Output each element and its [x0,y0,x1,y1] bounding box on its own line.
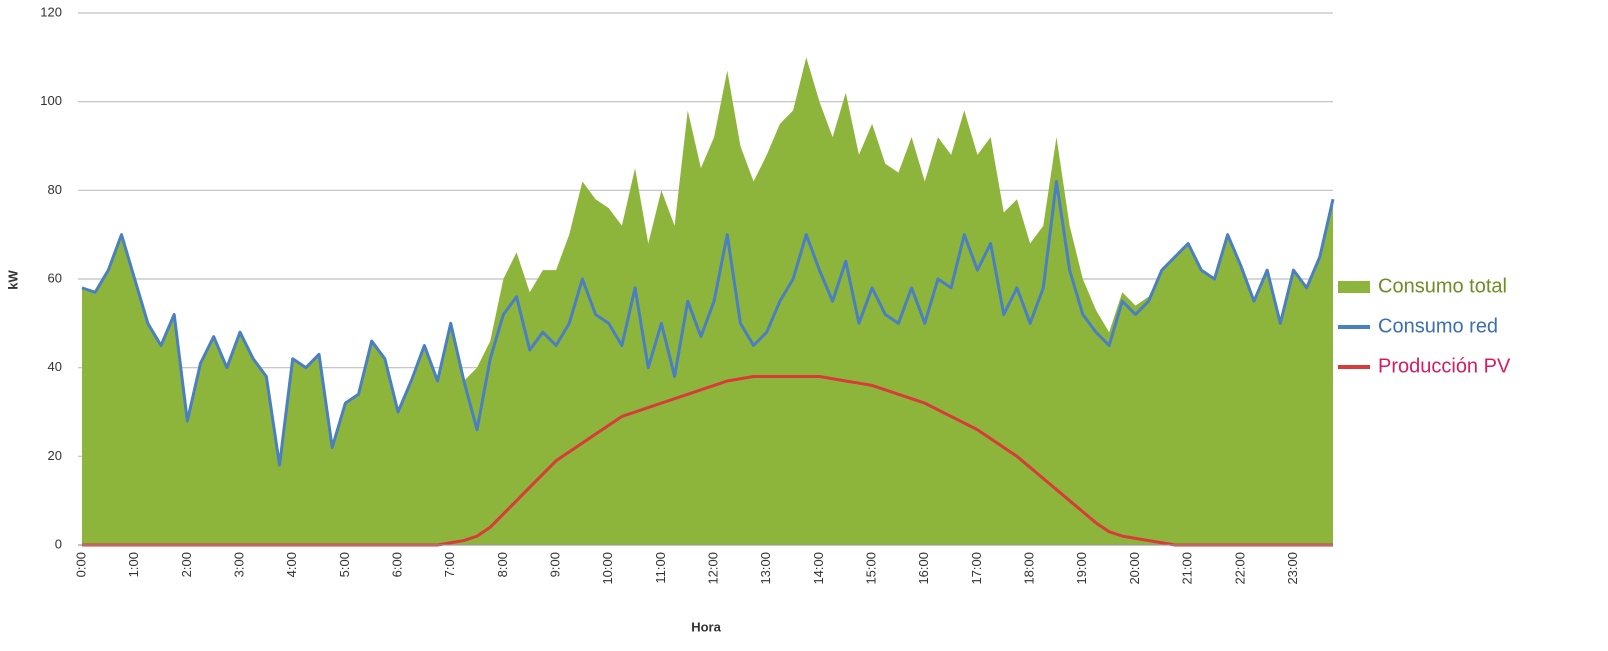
y-tick-label: 60 [48,270,62,285]
x-tick-label: 19:00 [1074,552,1089,585]
y-tick-label: 20 [48,448,62,463]
area [82,57,1333,545]
x-tick-label: 8:00 [495,552,510,577]
x-tick-label: 22:00 [1232,552,1247,585]
x-tick-label: 13:00 [758,552,773,585]
x-tick-label: 17:00 [969,552,984,585]
x-tick-label: 1:00 [126,552,141,577]
x-tick-label: 0:00 [73,552,88,577]
x-tick-label: 6:00 [389,552,404,577]
x-tick-label: 16:00 [916,552,931,585]
x-tick-label: 14:00 [811,552,826,585]
y-tick-label: 100 [40,93,62,108]
y-axis-label: kW [5,270,20,290]
y-tick-label: 80 [48,182,62,197]
x-tick-label: 23:00 [1285,552,1300,585]
x-tick-label: 9:00 [548,552,563,577]
x-tick-label: 18:00 [1022,552,1037,585]
legend-label: Consumo total [1378,275,1507,297]
x-axis-label: Hora [691,619,721,634]
y-tick-label: 120 [40,4,62,19]
x-tick-label: 2:00 [179,552,194,577]
x-tick-label: 11:00 [653,552,668,584]
legend-label: Producción PV [1378,355,1511,377]
line [81,179,1335,467]
x-tick-label: 5:00 [337,552,352,577]
legend-swatch [1338,281,1370,293]
x-tick-label: 3:00 [231,552,246,577]
x-tick-label: 21:00 [1180,552,1195,585]
legend-label: Consumo red [1378,315,1498,337]
x-tick-label: 20:00 [1127,552,1142,585]
x-tick-label: 10:00 [600,552,615,585]
x-tick-label: 7:00 [442,552,457,577]
x-tick-label: 4:00 [284,552,299,577]
y-tick-label: 40 [48,359,62,374]
x-tick-label: 12:00 [706,552,721,585]
x-tick-label: 15:00 [864,552,879,585]
y-tick-label: 0 [55,536,62,551]
